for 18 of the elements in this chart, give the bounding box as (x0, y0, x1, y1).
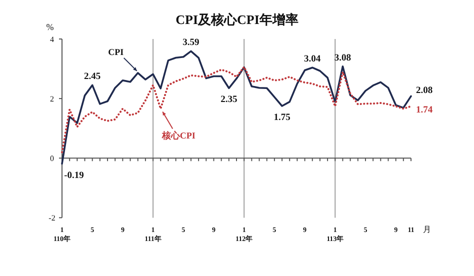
data-label: 2.08 (416, 86, 433, 96)
chart-title: CPI及核心CPI年增率 (176, 12, 298, 27)
text: CPI (108, 46, 124, 57)
data-label: -0.19 (64, 170, 84, 181)
data-label: 2.35 (220, 95, 238, 106)
y-tick-label: 2 (50, 94, 54, 104)
data-label: 3.08 (334, 53, 352, 64)
data-label: 1.75 (274, 113, 291, 124)
data-label: 3.59 (182, 38, 200, 48)
data-label: 3.04 (304, 54, 321, 65)
y-axis-title: % (46, 22, 54, 32)
data-label: 1.74 (416, 105, 433, 116)
x-axis-title: 月 (423, 225, 431, 234)
y-tick-label: 0 (50, 154, 54, 164)
y-tick-label: 4 (50, 35, 54, 44)
legend-label: 核心CPI (160, 130, 196, 141)
data-label: 2.45 (84, 72, 101, 82)
y-tick-label: -2 (48, 214, 56, 223)
